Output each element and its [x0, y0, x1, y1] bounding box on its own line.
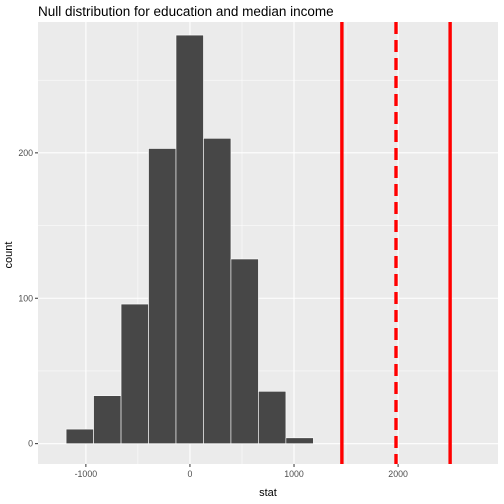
minor-gridlines [38, 22, 498, 464]
y-axis: 0 100 200 [18, 148, 38, 449]
histogram-bar [93, 395, 122, 444]
x-axis: -1000 0 1000 2000 [75, 464, 408, 479]
y-tick-label: 200 [18, 148, 33, 158]
histogram-bar [258, 391, 287, 444]
x-tick-label: 0 [187, 469, 192, 479]
x-tick-label: 2000 [388, 469, 408, 479]
plot-panel [38, 22, 498, 464]
y-axis-title: count [3, 242, 15, 269]
y-tick-label: 0 [28, 439, 33, 449]
histogram-bar [203, 138, 232, 444]
histogram-bar [285, 437, 314, 444]
x-tick-label: 1000 [284, 469, 304, 479]
y-tick-label: 100 [18, 293, 33, 303]
histogram-bars [65, 34, 314, 444]
x-tick-label: -1000 [75, 469, 98, 479]
chart-title: Null distribution for education and medi… [38, 4, 334, 19]
reference-lines [340, 22, 452, 464]
histogram-bar [230, 258, 259, 444]
x-axis-title: stat [259, 487, 277, 499]
histogram-bar [65, 428, 94, 444]
histogram-bar [120, 303, 149, 444]
histogram-bar [175, 34, 204, 444]
histogram-bar [148, 148, 177, 444]
